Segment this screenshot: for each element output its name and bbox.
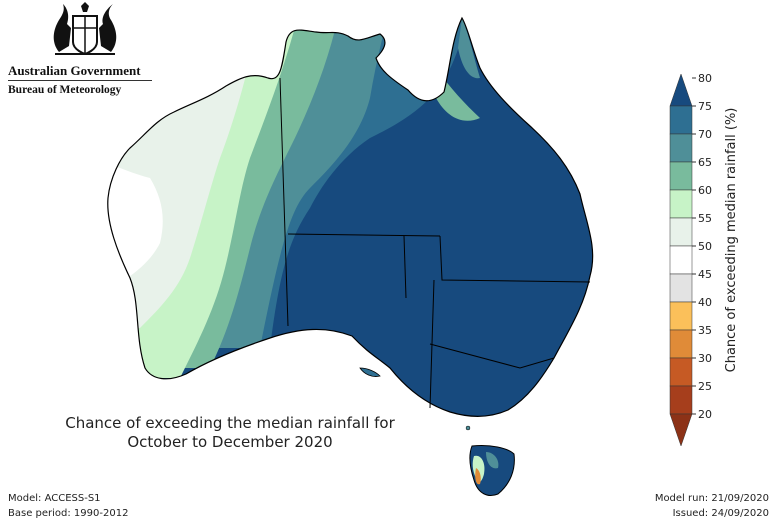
colorbar-swatch — [669, 217, 693, 247]
colorbar-swatch — [669, 245, 693, 275]
colorbar-tick-label: 55 — [698, 212, 712, 225]
colorbar-tick-label: 40 — [698, 296, 712, 309]
colorbar-tick-label: 20 — [698, 408, 712, 421]
colorbar-legend: 80 75 70 65 60 55 50 45 40 35 30 25 20 — [669, 72, 712, 447]
colorbar-tick-label: 45 — [698, 268, 712, 281]
map-title: Chance of exceeding the median rainfall … — [40, 414, 420, 452]
map-title-line1: Chance of exceeding the median rainfall … — [65, 414, 395, 432]
agency-divider — [8, 80, 152, 81]
base-period: Base period: 1990-2012 — [8, 508, 129, 519]
colorbar-tick-label: 65 — [698, 156, 712, 169]
colorbar-swatch — [669, 161, 693, 191]
zone-cape-york — [436, 68, 480, 121]
colorbar-swatch — [669, 133, 693, 163]
australia-rainfall-map — [107, 16, 594, 496]
colorbar-swatch — [669, 329, 693, 359]
colorbar-swatch — [669, 189, 693, 219]
colorbar-swatch — [669, 73, 693, 107]
colorbar-swatch — [669, 301, 693, 331]
state-borders — [279, 77, 591, 409]
bureau-name: Bureau of Meteorology — [8, 84, 122, 96]
zone-cape-tip — [458, 18, 480, 79]
colorbar-tick-label: 50 — [698, 240, 712, 253]
colorbar-tick-label: 25 — [698, 380, 712, 393]
colorbar-tick-label: 75 — [698, 100, 712, 113]
colorbar-tick-label: 80 — [698, 72, 712, 85]
coastline — [107, 16, 594, 417]
tasmania — [469, 445, 515, 496]
king-island — [465, 425, 471, 431]
colorbar-swatch — [669, 357, 693, 387]
kangaroo-island — [359, 367, 381, 377]
colorbar-swatch — [669, 385, 693, 415]
colorbar-swatch — [669, 273, 693, 303]
agency-name: Australian Government — [8, 63, 141, 78]
colorbar-swatch — [669, 413, 693, 447]
model-name: Model: ACCESS-S1 — [8, 493, 101, 504]
issued-date: Issued: 24/09/2020 — [672, 508, 769, 519]
coat-of-arms-icon — [53, 2, 117, 56]
colorbar-tick-label: 35 — [698, 324, 712, 337]
colorbar-tick-label: 70 — [698, 128, 712, 141]
colorbar-tick-label: 30 — [698, 352, 712, 365]
model-run-date: Model run: 21/09/2020 — [654, 493, 769, 504]
colorbar-tick-label: 60 — [698, 184, 712, 197]
colorbar-swatch — [669, 105, 693, 135]
map-title-line2: October to December 2020 — [127, 433, 333, 451]
colorbar-title: Chance of exceeding median rainfall (%) — [724, 107, 739, 373]
